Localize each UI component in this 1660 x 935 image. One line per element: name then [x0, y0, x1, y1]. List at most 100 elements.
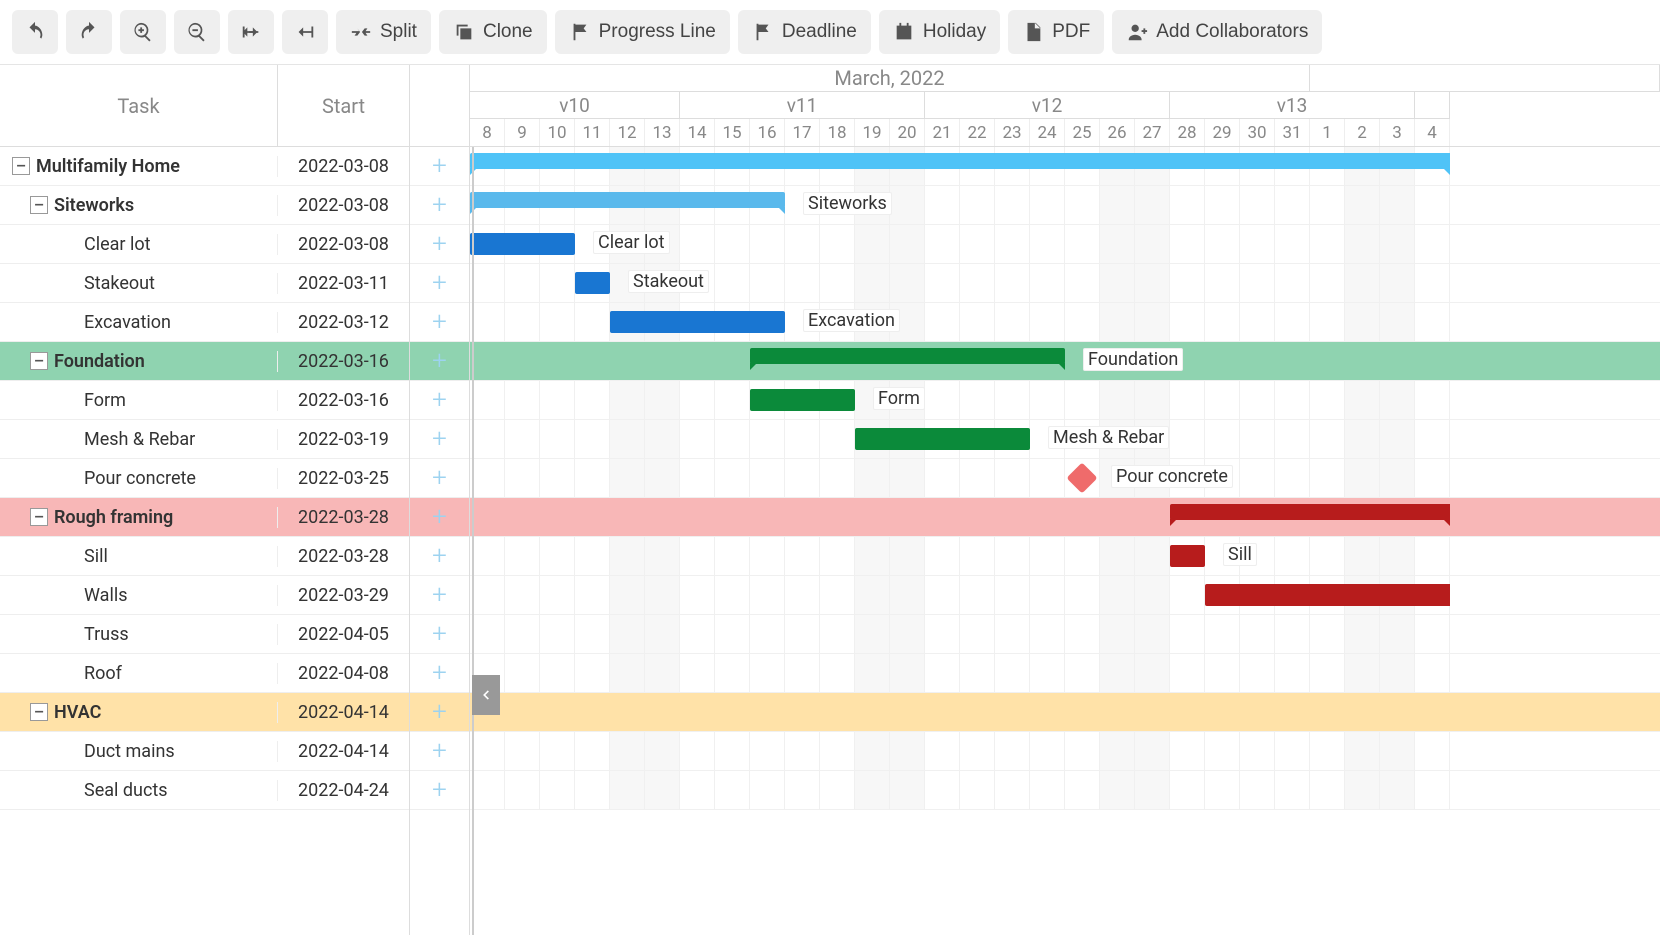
collapse-toggle[interactable]: [30, 508, 48, 526]
task-name-cell[interactable]: Truss: [0, 624, 278, 645]
task-name-cell[interactable]: Excavation: [0, 312, 278, 333]
start-date-cell[interactable]: 2022-03-08: [278, 156, 409, 177]
gantt-task-bar[interactable]: [855, 428, 1030, 450]
add-row-button[interactable]: +: [432, 426, 447, 452]
timeline-row[interactable]: Excavation: [470, 303, 1660, 342]
task-name-cell[interactable]: Roof: [0, 663, 278, 684]
timeline-row[interactable]: [470, 693, 1660, 732]
outdent-button[interactable]: [282, 10, 328, 54]
task-row[interactable]: Excavation2022-03-12: [0, 303, 409, 342]
task-row[interactable]: Mesh & Rebar2022-03-19: [0, 420, 409, 459]
task-name-cell[interactable]: Multifamily Home: [0, 156, 278, 177]
holiday-button[interactable]: Holiday: [879, 10, 1000, 54]
column-header-start[interactable]: Start: [278, 65, 409, 146]
task-row[interactable]: Walls2022-03-29: [0, 576, 409, 615]
task-row[interactable]: HVAC2022-04-14: [0, 693, 409, 732]
redo-button[interactable]: [66, 10, 112, 54]
add-row-button[interactable]: +: [432, 582, 447, 608]
task-name-cell[interactable]: Walls: [0, 585, 278, 606]
task-name-cell[interactable]: Duct mains: [0, 741, 278, 762]
task-name-cell[interactable]: Seal ducts: [0, 780, 278, 801]
start-date-cell[interactable]: 2022-04-05: [278, 624, 409, 645]
task-row[interactable]: Siteworks2022-03-08: [0, 186, 409, 225]
gantt-task-bar[interactable]: [1205, 584, 1450, 606]
start-date-cell[interactable]: 2022-03-08: [278, 195, 409, 216]
task-row[interactable]: Stakeout2022-03-11: [0, 264, 409, 303]
undo-button[interactable]: [12, 10, 58, 54]
gantt-task-bar[interactable]: [575, 272, 610, 294]
gantt-summary-bar[interactable]: [750, 348, 1065, 364]
timeline-row[interactable]: [470, 615, 1660, 654]
task-name-cell[interactable]: Stakeout: [0, 273, 278, 294]
task-row[interactable]: Roof2022-04-08: [0, 654, 409, 693]
task-name-cell[interactable]: Mesh & Rebar: [0, 429, 278, 450]
split-button[interactable]: Split: [336, 10, 431, 54]
task-name-cell[interactable]: Siteworks: [0, 195, 278, 216]
task-row[interactable]: Seal ducts2022-04-24: [0, 771, 409, 810]
timeline-row[interactable]: Stakeout: [470, 264, 1660, 303]
column-header-task[interactable]: Task: [0, 65, 278, 146]
start-date-cell[interactable]: 2022-03-28: [278, 546, 409, 567]
start-date-cell[interactable]: 2022-03-16: [278, 351, 409, 372]
clone-button[interactable]: Clone: [439, 10, 547, 54]
timeline-row[interactable]: Pour concrete: [470, 459, 1660, 498]
timeline-row[interactable]: [470, 654, 1660, 693]
add-row-button[interactable]: +: [432, 660, 447, 686]
task-name-cell[interactable]: Sill: [0, 546, 278, 567]
add-row-button[interactable]: +: [432, 621, 447, 647]
start-date-cell[interactable]: 2022-03-11: [278, 273, 409, 294]
timeline-row[interactable]: Sill: [470, 537, 1660, 576]
timeline-row[interactable]: [470, 732, 1660, 771]
timeline-row[interactable]: [470, 498, 1660, 537]
timeline-row[interactable]: [470, 576, 1660, 615]
start-date-cell[interactable]: 2022-03-16: [278, 390, 409, 411]
task-name-cell[interactable]: Form: [0, 390, 278, 411]
collapse-toggle[interactable]: [30, 196, 48, 214]
timeline-row[interactable]: Form: [470, 381, 1660, 420]
add-row-button[interactable]: +: [432, 309, 447, 335]
grid-splitter[interactable]: [470, 147, 476, 935]
start-date-cell[interactable]: 2022-04-14: [278, 741, 409, 762]
add-row-button[interactable]: +: [432, 738, 447, 764]
task-row[interactable]: Pour concrete2022-03-25: [0, 459, 409, 498]
timeline-row[interactable]: Siteworks: [470, 186, 1660, 225]
collapse-toggle[interactable]: [30, 352, 48, 370]
start-date-cell[interactable]: 2022-04-24: [278, 780, 409, 801]
task-row[interactable]: Form2022-03-16: [0, 381, 409, 420]
gantt-task-bar[interactable]: [750, 389, 855, 411]
start-date-cell[interactable]: 2022-04-08: [278, 663, 409, 684]
progress-line-button[interactable]: Progress Line: [555, 10, 730, 54]
zoom-out-button[interactable]: [174, 10, 220, 54]
timeline-body[interactable]: SiteworksClear lotStakeoutExcavationFoun…: [470, 147, 1660, 810]
add-row-button[interactable]: +: [432, 270, 447, 296]
start-date-cell[interactable]: 2022-03-28: [278, 507, 409, 528]
task-row[interactable]: Clear lot2022-03-08: [0, 225, 409, 264]
add-row-button[interactable]: +: [432, 699, 447, 725]
gantt-task-bar[interactable]: [1170, 545, 1205, 567]
task-row[interactable]: Foundation2022-03-16: [0, 342, 409, 381]
add-row-button[interactable]: +: [432, 192, 447, 218]
start-date-cell[interactable]: 2022-03-25: [278, 468, 409, 489]
start-date-cell[interactable]: 2022-03-08: [278, 234, 409, 255]
gantt-summary-bar[interactable]: [1170, 504, 1450, 520]
task-row[interactable]: Truss2022-04-05: [0, 615, 409, 654]
zoom-in-button[interactable]: [120, 10, 166, 54]
add-row-button[interactable]: +: [432, 777, 447, 803]
collapse-toggle[interactable]: [30, 703, 48, 721]
timeline-row[interactable]: [470, 771, 1660, 810]
gantt-milestone[interactable]: [1066, 462, 1097, 493]
deadline-button[interactable]: Deadline: [738, 10, 871, 54]
pdf-button[interactable]: PDF: [1008, 10, 1104, 54]
add-row-button[interactable]: +: [432, 504, 447, 530]
add-row-button[interactable]: +: [432, 465, 447, 491]
timeline-row[interactable]: [470, 147, 1660, 186]
task-name-cell[interactable]: Pour concrete: [0, 468, 278, 489]
collapse-toggle[interactable]: [12, 157, 30, 175]
add-row-button[interactable]: +: [432, 153, 447, 179]
add-collaborators-button[interactable]: Add Collaborators: [1112, 10, 1322, 54]
add-row-button[interactable]: +: [432, 543, 447, 569]
start-date-cell[interactable]: 2022-04-14: [278, 702, 409, 723]
task-name-cell[interactable]: HVAC: [0, 702, 278, 723]
timeline-row[interactable]: Mesh & Rebar: [470, 420, 1660, 459]
add-row-button[interactable]: +: [432, 348, 447, 374]
